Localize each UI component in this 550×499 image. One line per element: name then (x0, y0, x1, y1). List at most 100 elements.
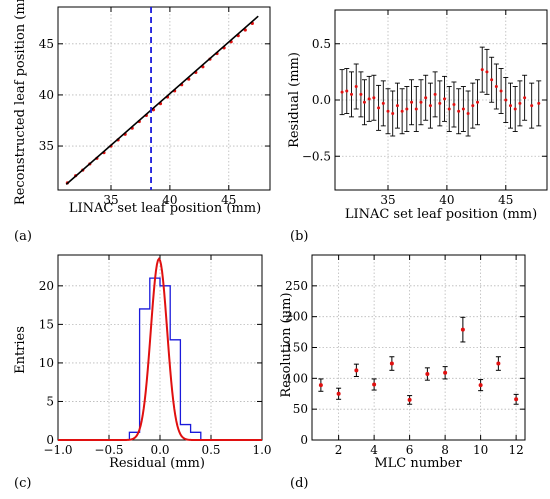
panel-b-point (410, 100, 414, 104)
panel-c-ytick-label: 10 (39, 356, 54, 370)
panel-b-point (391, 112, 395, 115)
panel-d-axes: 2 4 6 8 10 12 0 50 100 150 200 250 (285, 254, 526, 457)
panel-b-point (480, 68, 484, 72)
panel-d-point (318, 383, 323, 388)
panel-b-point (537, 101, 541, 105)
panel-a-ytick-label: 35 (39, 139, 54, 153)
panel-b-point (504, 98, 508, 102)
panel-c-axes: −1.0 −0.5 0.0 0.5 1.0 0 5 10 15 20 (39, 254, 272, 457)
panel-c-frame (57, 254, 263, 441)
panel-d-point (407, 397, 412, 402)
panel-c-xlabel: Residual (mm) (109, 456, 205, 471)
panel-d-xtick-label: 8 (441, 443, 449, 457)
panel-b-point (476, 100, 480, 104)
panel-a-xtick-label: 40 (162, 193, 177, 207)
panel-b-point (354, 85, 358, 88)
panel-d-xtick-label: 10 (473, 443, 488, 457)
panel-b-point (447, 107, 451, 111)
panel-d-ytick-label: 100 (285, 371, 308, 385)
panel-b-point (490, 78, 494, 82)
panel-label-c: (c) (14, 476, 31, 491)
panel-c-ylabel: Entries (13, 326, 28, 374)
panel-b-point (400, 109, 404, 113)
panel-a-axes: 35 40 45 35 40 45 (39, 6, 271, 207)
panel-a-xtick-label: 45 (221, 193, 236, 207)
panel-b-point (381, 101, 385, 105)
panel-b-xtick-label: 35 (380, 193, 395, 207)
panel-c-ytick-label: 20 (39, 279, 54, 293)
panel-b-point (395, 104, 399, 108)
panel-d-xtick-label: 4 (370, 443, 378, 457)
panel-c-ytick-label: 5 (46, 394, 54, 408)
panel-b-point (367, 97, 371, 101)
panel-d-point (514, 397, 519, 402)
panel-b-point (452, 103, 456, 106)
panel-b-point (466, 112, 470, 115)
panel-b-point (414, 107, 418, 111)
panel-a-fit-line (65, 15, 259, 185)
panel-c-ytick-label: 0 (46, 433, 54, 447)
panel-a-ytick-label: 40 (39, 88, 54, 102)
panel-a-ytick-label: 45 (39, 37, 54, 51)
panel-b-point (372, 96, 376, 100)
panel-b-point (485, 70, 489, 74)
panel-b-xtick-label: 45 (498, 193, 513, 207)
panel-b-point (461, 107, 465, 111)
panel-b-point (428, 104, 432, 108)
panel-d-frame (311, 254, 526, 441)
panel-d-point (425, 372, 430, 377)
panel-c-xtick-label: −1.0 (43, 443, 72, 457)
panel-b-point (377, 106, 381, 110)
panel-c-xtick-label: 0.5 (201, 443, 220, 457)
panel-d-ytick-label: 50 (293, 402, 308, 416)
panel-b-ytick-label: −0.5 (302, 149, 331, 163)
panel-b-point (340, 90, 344, 94)
panel-d-ytick-label: 250 (285, 279, 308, 293)
panel-d-point (460, 327, 465, 332)
panel-b-point (530, 104, 534, 108)
panel-d-point (496, 361, 501, 366)
panel-b-point (471, 104, 475, 108)
panel-b-point (513, 107, 517, 111)
panel-b-point (362, 100, 366, 104)
panel-d-ytick-label: 200 (285, 310, 308, 324)
panel-b-xtick-label: 40 (439, 193, 454, 207)
panel-c-gaussian-fit (58, 257, 262, 441)
panel-label-d: (d) (290, 476, 308, 491)
panel-label-a: (a) (14, 229, 32, 244)
panel-b-point (419, 100, 423, 104)
panel-b-point (349, 92, 353, 96)
panel-d-point (443, 370, 448, 375)
panel-label-b: (b) (290, 229, 308, 244)
panel-b-point (494, 85, 498, 88)
panel-d-ytick-label: 150 (285, 341, 308, 355)
panel-d-xtick-label: 6 (406, 443, 414, 457)
panel-b-ytick-label: 0.0 (312, 93, 331, 107)
panel-b-frame (334, 9, 548, 191)
panel-d-point (354, 368, 359, 373)
panel-d-point (336, 391, 341, 396)
panel-c-histogram (128, 277, 202, 440)
panel-d-ytick-label: 0 (300, 433, 308, 447)
panel-d-xlabel: MLC number (374, 456, 462, 471)
panel-c-xtick-label: 1.0 (252, 443, 271, 457)
panel-b-point (499, 89, 503, 93)
panel-c-ytick-label: 15 (39, 317, 54, 331)
panel-b-axes: 35 40 45 −0.5 0.0 0.5 (302, 9, 548, 207)
panel-a-xtick-label: 35 (103, 193, 118, 207)
panel-b-point (433, 92, 437, 96)
panel-a-frame (57, 6, 271, 191)
panel-b-point (443, 97, 447, 101)
panel-c-xtick-label: −0.5 (94, 443, 123, 457)
panel-b-point (424, 96, 428, 100)
panel-b-point (345, 89, 349, 93)
panel-b-point (457, 109, 461, 113)
panel-b-point (518, 101, 522, 105)
panel-b-xlabel: LINAC set leaf position (mm) (345, 207, 537, 222)
panel-a-xlabel: LINAC set leaf position (mm) (69, 201, 261, 216)
panel-a-ylabel: Reconstructed leaf position (mm) (13, 0, 28, 205)
panel-b-point (386, 109, 390, 113)
panel-b-ylabel: Residual (mm) (287, 52, 302, 148)
panel-b-point (523, 96, 527, 100)
